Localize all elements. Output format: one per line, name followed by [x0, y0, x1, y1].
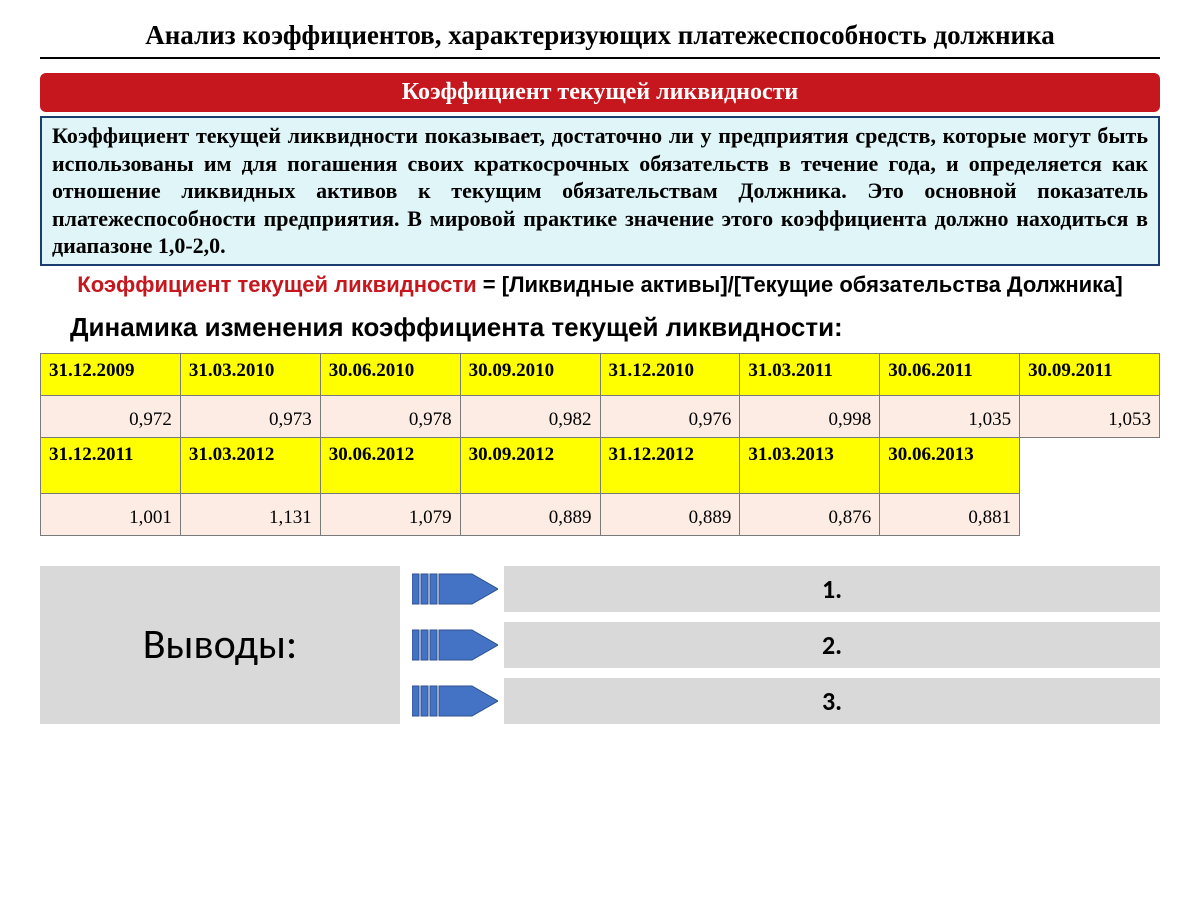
date-header: 30.06.2010 — [320, 353, 460, 395]
date-header: 30.09.2012 — [460, 437, 600, 493]
arrow-right-icon — [412, 678, 498, 724]
table-row: 31.12.2011 31.03.2012 30.06.2012 30.09.2… — [41, 437, 1160, 493]
empty-cell — [1020, 493, 1160, 535]
value-cell: 0,889 — [460, 493, 600, 535]
title-divider — [40, 57, 1160, 59]
conclusion-slot: 2. — [504, 622, 1160, 668]
arrow-right-icon — [412, 566, 498, 612]
conclusions-list: 1. 2. 3. — [412, 566, 1160, 724]
date-header: 31.03.2010 — [180, 353, 320, 395]
conclusion-row: 3. — [412, 678, 1160, 724]
table-row: 31.12.2009 31.03.2010 30.06.2010 30.09.2… — [41, 353, 1160, 395]
empty-cell — [1020, 437, 1160, 493]
date-header: 30.06.2013 — [880, 437, 1020, 493]
date-header: 30.09.2011 — [1020, 353, 1160, 395]
value-cell: 0,978 — [320, 395, 460, 437]
value-cell: 0,976 — [600, 395, 740, 437]
table-row: 1,001 1,131 1,079 0,889 0,889 0,876 0,88… — [41, 493, 1160, 535]
date-header: 31.12.2009 — [41, 353, 181, 395]
value-cell: 0,876 — [740, 493, 880, 535]
date-header: 31.12.2011 — [41, 437, 181, 493]
date-header: 31.12.2012 — [600, 437, 740, 493]
formula-rhs: = [Ликвидные активы]/[Текущие обязательс… — [477, 272, 1123, 297]
value-cell: 1,035 — [880, 395, 1020, 437]
conclusion-slot: 1. — [504, 566, 1160, 612]
table-row: 0,972 0,973 0,978 0,982 0,976 0,998 1,03… — [41, 395, 1160, 437]
value-cell: 0,972 — [41, 395, 181, 437]
value-cell: 1,053 — [1020, 395, 1160, 437]
formula: Коэффициент текущей ликвидности = [Ликви… — [40, 272, 1160, 298]
value-cell: 0,982 — [460, 395, 600, 437]
date-header: 30.09.2010 — [460, 353, 600, 395]
conclusions-block: Выводы: 1. 2. — [40, 566, 1160, 724]
formula-lhs: Коэффициент текущей ликвидности — [77, 272, 476, 297]
conclusions-label: Выводы: — [40, 566, 400, 724]
liquidity-table: 31.12.2009 31.03.2010 30.06.2010 30.09.2… — [40, 353, 1160, 536]
definition-box: Коэффициент текущей ликвидности показыва… — [40, 116, 1160, 266]
conclusion-row: 2. — [412, 622, 1160, 668]
dynamics-title: Динамика изменения коэффициента текущей … — [70, 312, 1160, 343]
conclusion-slot: 3. — [504, 678, 1160, 724]
value-cell: 0,973 — [180, 395, 320, 437]
page-title: Анализ коэффициентов, характеризующих пл… — [40, 20, 1160, 51]
date-header: 31.03.2011 — [740, 353, 880, 395]
section-banner: Коэффициент текущей ликвидности — [40, 73, 1160, 112]
value-cell: 1,131 — [180, 493, 320, 535]
value-cell: 0,881 — [880, 493, 1020, 535]
date-header: 31.03.2012 — [180, 437, 320, 493]
date-header: 30.06.2012 — [320, 437, 460, 493]
date-header: 31.03.2013 — [740, 437, 880, 493]
value-cell: 0,998 — [740, 395, 880, 437]
value-cell: 0,889 — [600, 493, 740, 535]
arrow-right-icon — [412, 622, 498, 668]
value-cell: 1,079 — [320, 493, 460, 535]
conclusion-row: 1. — [412, 566, 1160, 612]
value-cell: 1,001 — [41, 493, 181, 535]
date-header: 30.06.2011 — [880, 353, 1020, 395]
date-header: 31.12.2010 — [600, 353, 740, 395]
